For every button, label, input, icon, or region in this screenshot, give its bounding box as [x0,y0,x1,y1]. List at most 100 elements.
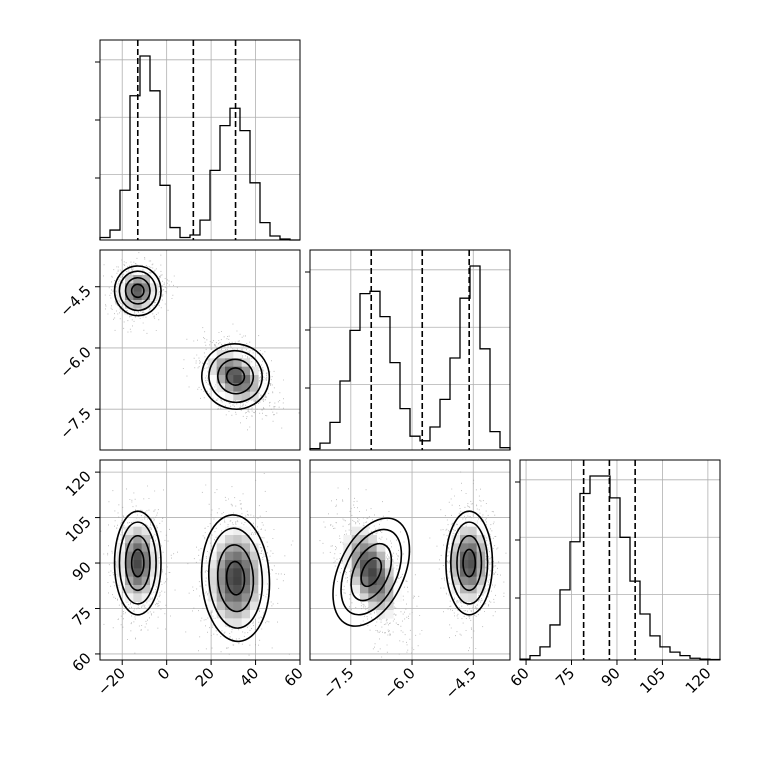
density-cell [233,543,242,552]
panel-frame [309,249,511,451]
density-cell [233,551,242,561]
density-cell [216,576,226,586]
density-cell [343,560,352,569]
contour-level-2 [207,527,264,629]
density-cell [233,601,242,611]
density-cell [208,585,217,594]
contour-level-3 [124,534,151,592]
density-cell [241,585,251,594]
x-tick-label-1-1: −6.0 [380,664,418,702]
histogram-panel-0 [95,39,301,241]
density-cell [360,551,369,561]
density-cell [225,358,234,367]
density-cell [376,543,386,552]
density-cell [250,568,259,577]
density-cell [258,560,267,569]
density-cell [216,601,226,611]
density-cell [133,283,142,292]
density-cell [343,535,352,544]
density-cell [208,576,217,586]
density-cell [468,576,477,586]
density-cell [225,610,234,619]
contour-level-4 [130,548,145,578]
density-cell [250,543,259,552]
density-cell [368,543,377,552]
y-tick-label-1-1: −6.0 [56,343,94,381]
density-cell [225,601,234,611]
density-cell [133,560,142,569]
density-cell [216,535,226,544]
density-cell [208,366,217,376]
density-cell [216,610,226,619]
density-cell [460,543,469,552]
density-cell [343,551,352,561]
density-cell [208,551,217,561]
density-cell [460,526,469,536]
density-cell [216,383,226,392]
density-cell [133,568,142,577]
density-cell [368,601,377,611]
density-cell [216,543,226,552]
density-cell [225,551,234,561]
density-cell [141,543,151,552]
density-cell [125,291,134,301]
x-tick-label-0-3: 40 [236,664,262,690]
density-cell [250,585,259,594]
density-cell [241,391,251,401]
density-cell [385,593,394,602]
panel-frame [99,39,301,241]
density-cell [216,585,226,594]
contour-level-1 [113,510,162,616]
contour-level-1 [201,343,271,410]
panel-frame [519,459,721,661]
histogram-steps [99,55,300,241]
density-cell [250,601,259,611]
y-tick-label-2-2: 90 [69,558,95,584]
density-cell [208,568,217,577]
density-cell [225,391,234,401]
density-cell [133,585,142,594]
density-cell [116,568,126,577]
x-tick-label-0-2: 20 [192,664,218,690]
density-cell [125,300,134,309]
contour-level-3 [216,544,255,613]
density-cell [150,568,159,577]
density-cell [125,526,134,536]
y-tick-label-1-0: −4.5 [56,282,94,320]
density-cell [133,526,142,536]
contour-level-4 [225,560,246,596]
density-cell [233,585,242,594]
density-cell [451,560,461,569]
density-cell [368,560,377,569]
density-cell [233,535,242,544]
density-cell [125,593,134,602]
density-cell [368,568,377,577]
density-cell [225,568,234,577]
density-cell [233,391,242,401]
contour-level-1 [113,265,162,317]
density-cell [241,576,251,586]
density-cell [216,358,226,367]
density-cell [451,543,461,552]
density-cell [351,526,361,536]
density-cell [150,275,159,284]
density-cell [468,526,477,536]
density-cell [208,560,217,569]
x-tick-label-0-0: −20 [94,664,129,699]
density-cell [125,560,134,569]
density-cell [468,593,477,602]
density-cell [351,585,361,594]
density-cell [468,543,477,552]
density-cell [233,593,242,602]
density-cell [208,601,217,611]
density-cell [216,568,226,577]
density-cell [250,610,259,619]
density-cell [225,576,234,586]
contour-level-2 [450,521,489,605]
x-tick-label-2-1: 75 [552,664,578,690]
density-cell [116,291,126,301]
panel-frame [99,249,301,451]
density-cell [258,383,267,392]
density-cell [125,543,134,552]
